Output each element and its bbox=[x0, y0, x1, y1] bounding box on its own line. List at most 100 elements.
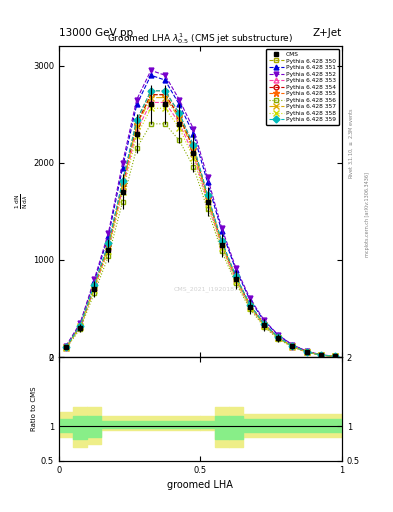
Pythia 6.428 355 bbox=[318, 352, 323, 358]
Pythia 6.428 358 bbox=[219, 245, 224, 251]
Pythia 6.428 356 bbox=[106, 253, 111, 259]
Pythia 6.428 351 bbox=[219, 228, 224, 234]
Line: Pythia 6.428 357: Pythia 6.428 357 bbox=[63, 95, 338, 359]
Pythia 6.428 358 bbox=[106, 248, 111, 254]
Pythia 6.428 355 bbox=[219, 238, 224, 244]
Pythia 6.428 359 bbox=[134, 117, 139, 123]
Pythia 6.428 356 bbox=[290, 344, 295, 350]
Pythia 6.428 351 bbox=[191, 131, 196, 137]
Pythia 6.428 353 bbox=[248, 304, 252, 310]
Pythia 6.428 350 bbox=[318, 352, 323, 358]
Title: Groomed LHA $\lambda^{1}_{0.5}$ (CMS jet substructure): Groomed LHA $\lambda^{1}_{0.5}$ (CMS jet… bbox=[107, 31, 294, 46]
Line: Pythia 6.428 354: Pythia 6.428 354 bbox=[64, 92, 337, 359]
Pythia 6.428 355 bbox=[332, 353, 337, 359]
Pythia 6.428 352 bbox=[233, 265, 238, 271]
Pythia 6.428 350 bbox=[290, 343, 295, 349]
Pythia 6.428 359 bbox=[290, 343, 295, 349]
Pythia 6.428 356 bbox=[78, 326, 83, 332]
Pythia 6.428 359 bbox=[163, 88, 167, 94]
Text: Rivet 3.1.10, $\geq$ 2.3M events: Rivet 3.1.10, $\geq$ 2.3M events bbox=[348, 108, 356, 179]
Pythia 6.428 357 bbox=[163, 95, 167, 101]
Pythia 6.428 350 bbox=[262, 321, 266, 327]
Pythia 6.428 352 bbox=[304, 348, 309, 354]
Pythia 6.428 359 bbox=[78, 323, 83, 329]
Pythia 6.428 353 bbox=[120, 186, 125, 192]
Pythia 6.428 356 bbox=[276, 336, 281, 342]
Pythia 6.428 353 bbox=[163, 99, 167, 105]
Pythia 6.428 358 bbox=[92, 287, 97, 293]
Pythia 6.428 359 bbox=[149, 88, 153, 94]
Pythia 6.428 356 bbox=[163, 121, 167, 127]
Pythia 6.428 359 bbox=[248, 302, 252, 308]
Pythia 6.428 356 bbox=[191, 163, 196, 169]
Pythia 6.428 351 bbox=[318, 352, 323, 358]
Pythia 6.428 356 bbox=[219, 248, 224, 254]
Pythia 6.428 350 bbox=[163, 92, 167, 98]
Pythia 6.428 355 bbox=[92, 282, 97, 288]
Pythia 6.428 358 bbox=[262, 323, 266, 329]
Line: Pythia 6.428 351: Pythia 6.428 351 bbox=[64, 73, 337, 359]
Pythia 6.428 359 bbox=[318, 352, 323, 358]
Pythia 6.428 358 bbox=[120, 189, 125, 196]
Pythia 6.428 354 bbox=[78, 323, 83, 329]
Pythia 6.428 350 bbox=[233, 274, 238, 281]
Pythia 6.428 358 bbox=[304, 349, 309, 355]
Text: 13000 GeV pp: 13000 GeV pp bbox=[59, 28, 133, 38]
Pythia 6.428 353 bbox=[106, 245, 111, 251]
Pythia 6.428 356 bbox=[233, 280, 238, 286]
Pythia 6.428 355 bbox=[304, 349, 309, 355]
Pythia 6.428 353 bbox=[177, 120, 182, 126]
Line: Pythia 6.428 359: Pythia 6.428 359 bbox=[64, 89, 337, 359]
Pythia 6.428 354 bbox=[332, 353, 337, 359]
Pythia 6.428 352 bbox=[262, 317, 266, 323]
Pythia 6.428 357 bbox=[78, 323, 83, 329]
Pythia 6.428 350 bbox=[92, 283, 97, 289]
Pythia 6.428 354 bbox=[276, 334, 281, 340]
Pythia 6.428 354 bbox=[262, 321, 266, 327]
X-axis label: groomed LHA: groomed LHA bbox=[167, 480, 233, 490]
Pythia 6.428 355 bbox=[149, 88, 153, 94]
Pythia 6.428 352 bbox=[219, 225, 224, 231]
Pythia 6.428 354 bbox=[134, 121, 139, 127]
Pythia 6.428 359 bbox=[262, 321, 266, 327]
Pythia 6.428 357 bbox=[233, 275, 238, 281]
Pythia 6.428 358 bbox=[149, 105, 153, 112]
Pythia 6.428 351 bbox=[78, 321, 83, 327]
Pythia 6.428 351 bbox=[304, 348, 309, 354]
Pythia 6.428 353 bbox=[92, 285, 97, 291]
Pythia 6.428 353 bbox=[78, 324, 83, 330]
Pythia 6.428 355 bbox=[78, 323, 83, 329]
Pythia 6.428 353 bbox=[332, 353, 337, 359]
Pythia 6.428 359 bbox=[332, 353, 337, 359]
Pythia 6.428 352 bbox=[134, 96, 139, 102]
Pythia 6.428 358 bbox=[177, 124, 182, 131]
Pythia 6.428 357 bbox=[318, 352, 323, 358]
Pythia 6.428 353 bbox=[276, 335, 281, 341]
Pythia 6.428 354 bbox=[64, 345, 68, 351]
Pythia 6.428 352 bbox=[163, 72, 167, 78]
Line: Pythia 6.428 358: Pythia 6.428 358 bbox=[63, 105, 338, 359]
Pythia 6.428 353 bbox=[318, 352, 323, 358]
Pythia 6.428 351 bbox=[276, 332, 281, 338]
Pythia 6.428 352 bbox=[318, 352, 323, 358]
Pythia 6.428 351 bbox=[177, 101, 182, 108]
Pythia 6.428 354 bbox=[149, 92, 153, 98]
Pythia 6.428 358 bbox=[248, 305, 252, 311]
Pythia 6.428 356 bbox=[205, 206, 210, 212]
Pythia 6.428 357 bbox=[134, 123, 139, 129]
Pythia 6.428 352 bbox=[276, 332, 281, 338]
Pythia 6.428 355 bbox=[163, 88, 167, 94]
Pythia 6.428 358 bbox=[191, 155, 196, 161]
Text: mcplots.cern.ch [arXiv:1306.3436]: mcplots.cern.ch [arXiv:1306.3436] bbox=[365, 173, 370, 258]
Pythia 6.428 357 bbox=[248, 303, 252, 309]
Pythia 6.428 351 bbox=[262, 318, 266, 324]
Pythia 6.428 351 bbox=[149, 72, 153, 78]
Pythia 6.428 357 bbox=[290, 343, 295, 349]
Line: Pythia 6.428 352: Pythia 6.428 352 bbox=[64, 68, 337, 359]
Pythia 6.428 355 bbox=[276, 334, 281, 340]
Line: Pythia 6.428 356: Pythia 6.428 356 bbox=[64, 121, 337, 359]
Pythia 6.428 352 bbox=[248, 295, 252, 302]
Pythia 6.428 355 bbox=[64, 344, 68, 350]
Pythia 6.428 351 bbox=[205, 179, 210, 185]
Pythia 6.428 357 bbox=[191, 147, 196, 153]
